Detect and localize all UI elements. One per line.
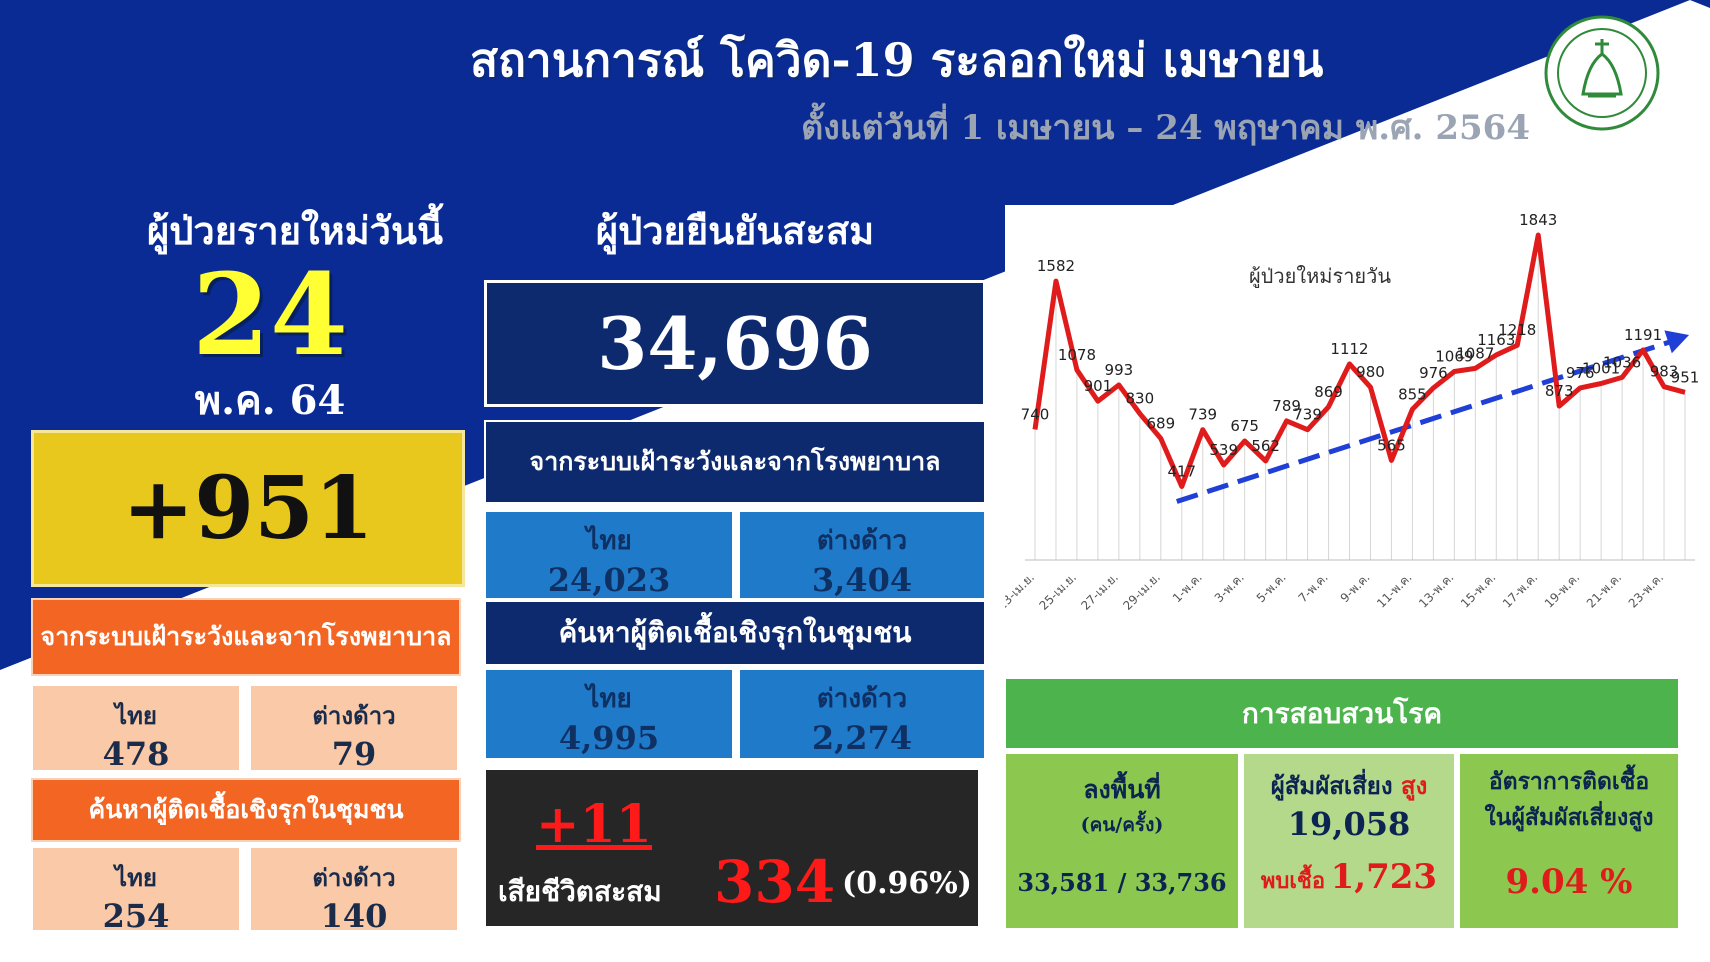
data-label: 1078: [1058, 346, 1096, 364]
contacts-label: ผู้สัมผัสเสี่ยง: [1270, 771, 1393, 800]
found-label: พบเชื้อ: [1260, 868, 1326, 894]
rate-label-1: อัตราการติดเชื้อ: [1488, 768, 1650, 795]
today-community-foreign: ต่างด้าว 140: [249, 846, 459, 935]
data-label: 901: [1084, 377, 1113, 395]
field-value: 33,581 / 33,736: [1017, 868, 1227, 897]
investigation-field: ลงพื้นที่ (คน/ครั้ง) 33,581 / 33,736: [1004, 752, 1240, 930]
foreign-value: 79: [331, 735, 377, 773]
data-label: 789: [1272, 397, 1301, 415]
data-label: 562: [1251, 437, 1280, 455]
cumulative-surveillance-thai: ไทย 24,023: [484, 510, 734, 600]
data-label: 855: [1398, 385, 1427, 403]
data-label: 1069: [1435, 348, 1473, 366]
today-surveillance-label: จากระบบเฝ้าระวังและจากโรงพยาบาล: [31, 598, 461, 676]
foreign-value: 140: [320, 897, 388, 935]
data-label: 739: [1293, 406, 1322, 424]
data-label: 1582: [1037, 257, 1075, 275]
data-label: 1843: [1519, 211, 1557, 229]
foreign-label: ต่างด้าว: [816, 684, 908, 714]
data-label: 1163: [1477, 331, 1515, 349]
deaths-panel: +11 เสียชีวิตสะสม 334 (0.96%): [484, 768, 980, 928]
data-label: 417: [1167, 462, 1196, 480]
data-label: 951: [1671, 368, 1700, 386]
deaths-percent: (0.96%): [842, 866, 972, 901]
foreign-value: 2,274: [811, 719, 913, 757]
data-label: 1036: [1603, 353, 1641, 371]
chart-title: ผู้ป่วยใหม่รายวัน: [1249, 264, 1391, 289]
foreign-label: ต่างด้าว: [312, 863, 396, 892]
data-label: 739: [1188, 406, 1217, 424]
cumulative-community-label: ค้นหาผู้ติดเชื้อเชิงรุกในชุมชน: [484, 600, 986, 666]
found-value: 1,723: [1330, 857, 1438, 897]
foreign-label: ต่างด้าว: [312, 701, 396, 730]
thai-value: 24,023: [547, 561, 671, 599]
trend-arrowhead: [1664, 330, 1690, 354]
data-label: 740: [1021, 406, 1050, 424]
data-label: 976: [1419, 364, 1448, 382]
thai-label: ไทย: [115, 701, 157, 730]
data-label: 976: [1566, 364, 1595, 382]
data-label: 830: [1126, 390, 1155, 408]
data-label: 565: [1377, 436, 1406, 454]
cumulative-surveillance-foreign: ต่างด้าว 3,404: [738, 510, 986, 600]
field-unit: (คน/ครั้ง): [1080, 814, 1164, 836]
cumulative-community-thai: ไทย 4,995: [484, 668, 734, 760]
cumulative-heading: ผู้ป่วยยืนยันสะสม: [595, 208, 875, 253]
investigation-rate: อัตราการติดเชื้อ ในผู้สัมผัสเสี่ยงสูง 9.…: [1458, 752, 1680, 930]
data-label: 1191: [1624, 326, 1662, 344]
cumulative-community-foreign: ต่างด้าว 2,274: [738, 668, 986, 760]
data-label: 869: [1314, 383, 1343, 401]
data-label: 993: [1105, 361, 1134, 379]
data-label: 675: [1230, 417, 1259, 435]
thai-value: 254: [102, 897, 170, 935]
today-surveillance-foreign: ต่างด้าว 79: [249, 684, 459, 773]
deaths-new: +11: [536, 794, 652, 855]
page-subtitle: ตั้งแต่วันที่ 1 เมษายน – 24 พฤษาคม พ.ศ. …: [801, 108, 1530, 148]
contacts-heading: ผู้สัมผัสเสี่ยง สูง: [1244, 766, 1454, 805]
found-row: พบเชื้อ 1,723: [1244, 857, 1454, 898]
thai-label: ไทย: [586, 526, 632, 556]
data-label: 539: [1209, 441, 1238, 459]
investigation-contacts: ผู้สัมผัสเสี่ยง สูง 19,058 พบเชื้อ 1,723: [1242, 752, 1456, 930]
trend-line: [1176, 336, 1680, 504]
today-day: 24: [192, 250, 348, 381]
page-title: สถานการณ์ โควิด-19 ระลอกใหม่ เมษายน: [470, 33, 1324, 87]
contacts-value: 19,058: [1287, 805, 1411, 843]
data-label: 1112: [1330, 340, 1368, 358]
thai-value: 4,995: [558, 719, 660, 757]
data-label: 873: [1545, 382, 1574, 400]
series-line: [1032, 232, 1686, 489]
today-month: พ.ค. 64: [194, 377, 346, 424]
data-label: 1087: [1456, 344, 1494, 362]
today-surveillance-thai: ไทย 478: [31, 684, 241, 773]
rate-label-2: ในผู้สัมผัสเสี่ยงสูง: [1484, 804, 1654, 831]
deaths-total: 334: [714, 848, 836, 916]
foreign-value: 3,404: [811, 561, 913, 599]
contacts-high: สูง: [1400, 771, 1428, 800]
today-community-label: ค้นหาผู้ติดเชื้อเชิงรุกในชุมชน: [31, 778, 461, 842]
data-label: 1001: [1582, 360, 1620, 378]
rate-value: 9.04 %: [1505, 862, 1633, 902]
data-label: 980: [1356, 363, 1385, 381]
deaths-label: เสียชีวิตสะสม: [498, 875, 662, 908]
today-community-thai: ไทย 254: [31, 846, 241, 935]
thai-value: 478: [102, 735, 170, 773]
data-label: 1218: [1498, 321, 1536, 339]
bangkok-seal-logo: [1544, 15, 1660, 131]
field-label: ลงพื้นที่: [1083, 775, 1161, 804]
cumulative-total: 34,696: [484, 280, 986, 407]
cumulative-surveillance-label: จากระบบเฝ้าระวังและจากโรงพยาบาล: [484, 420, 986, 504]
investigation-heading: การสอบสวนโรค: [1004, 677, 1680, 750]
foreign-label: ต่างด้าว: [816, 526, 908, 556]
today-heading: ผู้ป่วยรายใหม่วันนี้: [147, 208, 443, 253]
thai-label: ไทย: [586, 684, 632, 714]
thai-label: ไทย: [115, 863, 157, 892]
today-new-cases: +951: [31, 430, 465, 587]
data-label: 983: [1650, 363, 1679, 381]
data-label: 689: [1146, 415, 1175, 433]
